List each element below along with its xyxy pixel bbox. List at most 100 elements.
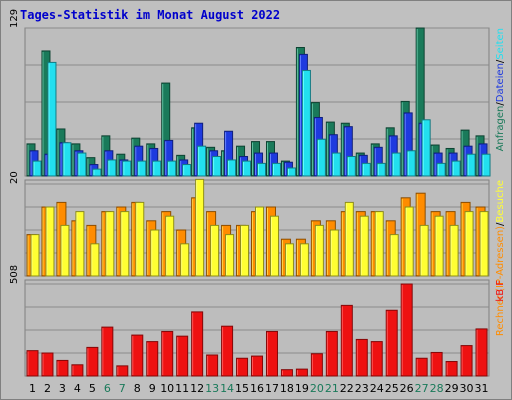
bar-seiten-day-25 <box>391 152 401 177</box>
bar-rechner-ip-adressen--day-19 <box>299 243 309 277</box>
x-tick-label-day-12: 12 <box>190 382 204 395</box>
bar-rechner-ip-adressen--day-4 <box>75 211 85 277</box>
x-tick-label-day-14: 14 <box>220 382 234 395</box>
bar-seiten-day-20 <box>316 138 326 177</box>
bar-rechner-ip-adressen--day-12 <box>195 178 205 277</box>
x-tick-label-day-25: 25 <box>385 382 399 395</box>
bar-rechner-ip-adressen--day-31 <box>479 211 489 277</box>
bar-rechner-ip-adressen--day-27 <box>419 224 429 277</box>
bar-seiten-day-30 <box>466 153 476 177</box>
legend-entry: / <box>495 59 506 63</box>
y-max-tick-label: 129 <box>9 9 20 28</box>
x-tick-label-day-30: 30 <box>460 382 474 395</box>
panel-legend: Anfragen/Dateien/Seiten <box>495 28 506 151</box>
bar-seiten-day-10 <box>167 160 177 177</box>
panel-legend: Rechner (IP-Adressen)/Besuche <box>495 180 506 336</box>
bar-kb-f-day-13 <box>206 354 219 377</box>
legend-entry: Seiten <box>495 28 506 60</box>
legend-entry: Besuche <box>495 180 506 223</box>
bar-rechner-ip-adressen--day-7 <box>120 211 130 277</box>
x-tick-label-day-17: 17 <box>265 382 279 395</box>
bar-kb-f-day-30 <box>460 345 473 377</box>
bar-seiten-day-26 <box>406 150 416 177</box>
bar-rechner-ip-adressen--day-10 <box>165 215 175 277</box>
bar-kb-f-day-8 <box>131 334 144 377</box>
bar-rechner-ip-adressen--day-13 <box>210 224 220 277</box>
bar-rechner-ip-adressen--day-29 <box>449 224 459 277</box>
bar-kb-f-day-9 <box>146 341 159 377</box>
x-tick-label-day-29: 29 <box>445 382 459 395</box>
x-tick-label-day-2: 2 <box>44 382 51 395</box>
legend-entry: Rechner (IP-Adressen) <box>495 226 506 336</box>
bar-rechner-ip-adressen--day-21 <box>329 229 339 277</box>
bar-kb-f-day-21 <box>325 330 338 377</box>
bar-rechner-ip-adressen--day-1 <box>30 234 40 277</box>
bar-rechner-ip-adressen--day-16 <box>255 206 265 277</box>
bar-kb-f-day-26 <box>400 283 413 377</box>
chart-panel-2: 20 Rechner (IP-Adressen)/Besuche <box>9 171 506 336</box>
x-tick-label-day-13: 13 <box>205 382 219 395</box>
x-tick-label-day-7: 7 <box>119 382 126 395</box>
bar-seiten-day-7 <box>122 160 132 177</box>
x-tick-label-day-5: 5 <box>89 382 96 395</box>
x-tick-label-day-26: 26 <box>400 382 414 395</box>
x-tick-label-day-28: 28 <box>430 382 444 395</box>
bar-rechner-ip-adressen--day-6 <box>105 211 115 277</box>
bar-kb-f-day-2 <box>41 352 54 377</box>
x-tick-label-day-15: 15 <box>235 382 249 395</box>
bar-rechner-ip-adressen--day-18 <box>284 243 294 277</box>
bar-seiten-day-1 <box>32 160 42 177</box>
x-tick-label-day-22: 22 <box>340 382 354 395</box>
bar-kb-f-day-24 <box>370 341 383 377</box>
bar-kb-f-day-22 <box>340 304 353 377</box>
x-tick-label-day-6: 6 <box>104 382 111 395</box>
x-tick-label-day-11: 11 <box>175 382 189 395</box>
bar-kb-f-day-4 <box>71 364 84 377</box>
bar-seiten-day-11 <box>182 164 192 177</box>
bar-rechner-ip-adressen--day-3 <box>60 224 70 277</box>
bar-kb-f-day-6 <box>101 326 114 377</box>
x-tick-label-day-3: 3 <box>59 382 66 395</box>
bar-seiten-day-8 <box>137 160 147 177</box>
bar-seiten-day-24 <box>376 162 386 177</box>
bar-kb-f-day-18 <box>280 369 293 377</box>
bar-seiten-day-2 <box>47 61 57 177</box>
bar-kb-f-day-11 <box>176 335 189 377</box>
bar-rechner-ip-adressen--day-17 <box>269 215 279 277</box>
bar-kb-f-day-17 <box>265 330 278 377</box>
bar-rechner-ip-adressen--day-24 <box>374 211 384 277</box>
legend-entry: Anfragen <box>495 106 506 152</box>
bar-rechner-ip-adressen--day-5 <box>90 243 100 277</box>
x-tick-label-day-4: 4 <box>74 382 81 395</box>
bar-seiten-day-22 <box>346 155 356 177</box>
bar-seiten-day-14 <box>227 159 237 177</box>
bar-seiten-day-17 <box>271 162 281 177</box>
bar-seiten-day-6 <box>107 159 117 177</box>
bar-rechner-ip-adressen--day-22 <box>344 201 354 277</box>
bar-kb-f-day-25 <box>385 309 398 377</box>
x-tick-label-day-31: 31 <box>475 382 489 395</box>
bar-seiten-day-29 <box>451 160 461 177</box>
bar-kb-f-day-14 <box>221 325 234 377</box>
bar-rechner-ip-adressen--day-2 <box>45 206 55 277</box>
bar-rechner-ip-adressen--day-30 <box>464 211 474 277</box>
bar-seiten-day-5 <box>92 168 102 177</box>
bar-rechner-ip-adressen--day-9 <box>150 229 160 277</box>
bar-kb-f-day-23 <box>355 338 368 377</box>
x-tick-label-day-20: 20 <box>310 382 324 395</box>
x-tick-label-day-27: 27 <box>415 382 429 395</box>
x-tick-label-day-8: 8 <box>134 382 141 395</box>
bar-rechner-ip-adressen--day-15 <box>240 224 250 277</box>
bar-kb-f-day-3 <box>56 359 69 377</box>
bar-rechner-ip-adressen--day-23 <box>359 215 369 277</box>
bar-kb-f-day-27 <box>415 357 428 377</box>
bar-seiten-day-31 <box>481 153 491 177</box>
bar-seiten-day-19 <box>301 69 311 177</box>
x-tick-label-day-23: 23 <box>355 382 369 395</box>
bar-seiten-day-28 <box>436 162 446 177</box>
bar-seiten-day-23 <box>361 162 371 177</box>
legend-entry: kB F <box>495 280 506 302</box>
bar-kb-f-day-19 <box>295 368 308 377</box>
x-tick-label-day-19: 19 <box>295 382 309 395</box>
